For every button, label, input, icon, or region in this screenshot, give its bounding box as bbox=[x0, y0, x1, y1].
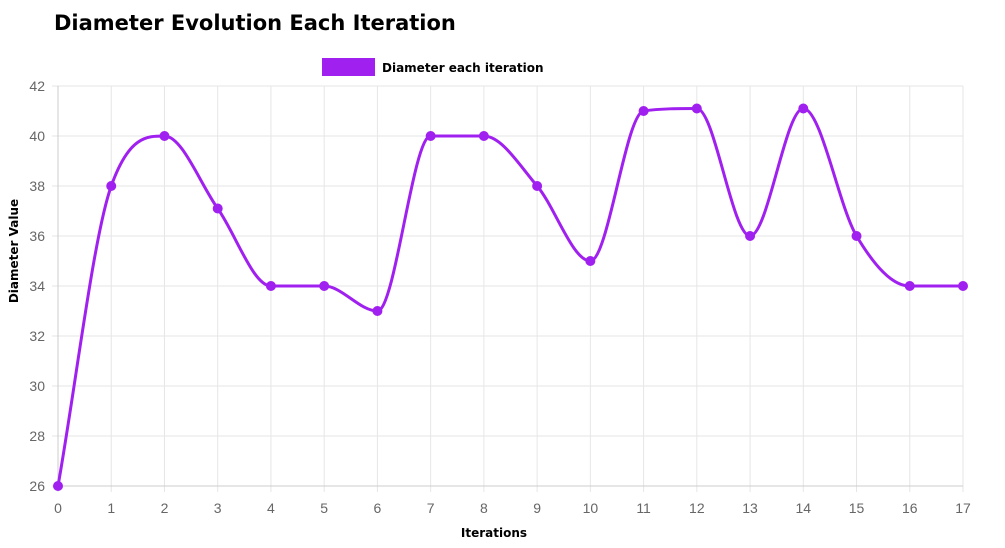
x-tick-label: 5 bbox=[320, 500, 328, 516]
x-tick-label: 10 bbox=[583, 500, 599, 516]
x-tick-label: 3 bbox=[214, 500, 222, 516]
data-point[interactable] bbox=[106, 181, 117, 191]
x-tick-label: 0 bbox=[54, 500, 62, 516]
data-point[interactable] bbox=[691, 103, 702, 114]
data-point[interactable] bbox=[958, 281, 968, 291]
data-point[interactable] bbox=[478, 131, 489, 141]
y-tick-label: 38 bbox=[29, 178, 45, 194]
y-tick-label: 36 bbox=[29, 228, 45, 244]
chart-title: Diameter Evolution Each Iteration bbox=[54, 11, 456, 35]
x-tick-label: 8 bbox=[480, 500, 488, 516]
x-tick-label: 17 bbox=[955, 500, 971, 516]
y-tick-label: 42 bbox=[29, 78, 45, 94]
x-tick-label: 7 bbox=[427, 500, 435, 516]
data-point[interactable] bbox=[532, 181, 543, 191]
x-axis-ticks: 0 1 2 3 4 5 6 7 8 9 10 11 12 13 14 15 16 17 bbox=[54, 500, 971, 516]
x-tick-label: 12 bbox=[689, 500, 705, 516]
data-point[interactable] bbox=[904, 281, 915, 291]
data-point[interactable] bbox=[798, 103, 809, 114]
data-point[interactable] bbox=[638, 106, 649, 116]
data-point[interactable] bbox=[425, 131, 436, 141]
data-point[interactable] bbox=[745, 231, 756, 241]
legend-label: Diameter each iteration bbox=[382, 61, 544, 75]
data-point[interactable] bbox=[212, 203, 223, 214]
x-axis-title: Iterations bbox=[461, 526, 527, 540]
data-point[interactable] bbox=[265, 281, 276, 291]
y-tick-label: 30 bbox=[29, 378, 45, 394]
series bbox=[53, 103, 968, 491]
grid bbox=[52, 85, 964, 492]
x-tick-label: 15 bbox=[849, 500, 865, 516]
y-tick-label: 26 bbox=[29, 478, 45, 494]
legend-swatch bbox=[322, 58, 375, 76]
data-point[interactable] bbox=[851, 231, 862, 241]
x-tick-label: 11 bbox=[636, 500, 651, 516]
x-tick-label: 14 bbox=[796, 500, 812, 516]
y-axis-ticks: 26 28 30 32 34 36 38 40 42 bbox=[29, 78, 45, 494]
x-tick-label: 13 bbox=[742, 500, 758, 516]
data-point[interactable] bbox=[372, 306, 383, 316]
data-point[interactable] bbox=[159, 131, 170, 141]
y-axis-title: Diameter Value bbox=[7, 199, 21, 303]
x-tick-label: 1 bbox=[107, 500, 115, 516]
x-tick-label: 6 bbox=[374, 500, 382, 516]
series-line bbox=[56, 107, 965, 488]
legend[interactable]: Diameter each iteration bbox=[322, 58, 544, 76]
data-point[interactable] bbox=[53, 481, 63, 491]
y-tick-label: 28 bbox=[29, 428, 45, 444]
x-tick-label: 16 bbox=[902, 500, 918, 516]
y-tick-label: 40 bbox=[29, 128, 45, 144]
y-tick-label: 34 bbox=[29, 278, 45, 294]
data-point[interactable] bbox=[319, 281, 330, 291]
y-tick-label: 32 bbox=[29, 328, 45, 344]
x-tick-label: 4 bbox=[267, 500, 275, 516]
x-tick-label: 9 bbox=[533, 500, 541, 516]
data-point[interactable] bbox=[585, 256, 596, 266]
x-tick-label: 2 bbox=[161, 500, 169, 516]
